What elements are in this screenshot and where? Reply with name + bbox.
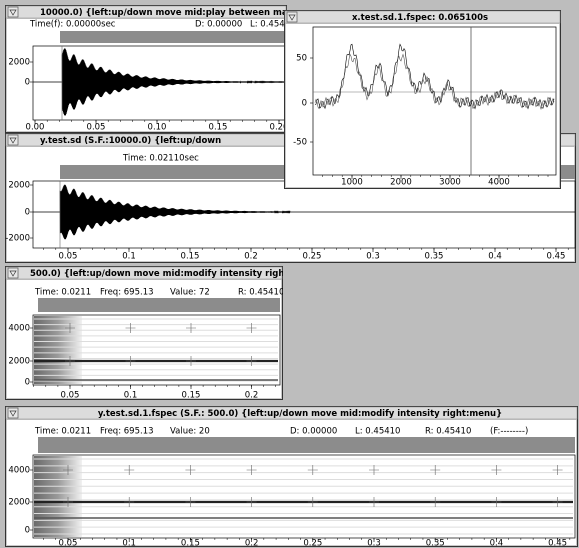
- window-title: y.test.sd (S.F.:10000.0) {left:up/down: [40, 136, 221, 146]
- window: x.test.sd.1.fspec: 0.065100s3494.8Hz7.0d…: [285, 11, 561, 189]
- scroll-bar[interactable]: [60, 31, 287, 43]
- page: 10000.0) {left:up/down move mid:play bet…: [0, 0, 579, 548]
- x-tick-label: 0.1: [122, 252, 136, 262]
- y-tick-label: 4000: [8, 466, 30, 476]
- info-field: R: 0.45410: [425, 427, 471, 437]
- x-tick-label: 0.05: [61, 391, 80, 401]
- x-tick-label: 0.3: [367, 539, 381, 548]
- window-title: x.test.sd.1.fspec: 0.065100s: [352, 13, 488, 23]
- x-tick-label: 0.2: [245, 539, 259, 548]
- scroll-bar[interactable]: [38, 437, 575, 453]
- y-tick-label: 0: [25, 378, 30, 388]
- x-tick-label: 0.2: [244, 252, 258, 262]
- info-field: D: 0.00000: [195, 20, 242, 30]
- x-tick-label: 0.25: [303, 539, 322, 548]
- x-tick-label: 0.4: [490, 539, 504, 548]
- x-tick-label: 0.35: [426, 539, 445, 548]
- x-tick-label: 1000: [341, 178, 363, 188]
- x-tick-label: 0.15: [182, 391, 201, 401]
- spectrogram-onset: [34, 316, 82, 384]
- x-tick-label: 0.15: [181, 252, 200, 262]
- x-tick-label: 0.15: [181, 539, 200, 548]
- x-tick-label: 0.1: [124, 391, 138, 401]
- info-field: Freq: 695.13: [100, 427, 154, 437]
- y-tick-label: -50: [293, 138, 307, 148]
- window: 500.0) {left:up/down move mid:modify int…: [6, 267, 307, 401]
- y-tick-label: 0: [302, 99, 307, 109]
- info-field: Time(f): 0.00000sec: [29, 20, 116, 30]
- x-tick-label: 0.05: [59, 252, 78, 262]
- info-field: Time: 0.02110sec: [122, 154, 199, 164]
- x-tick-label: 0.45: [547, 252, 566, 262]
- x-tick-label: 3000: [439, 178, 461, 188]
- y-tick-label: -2000: [5, 234, 30, 244]
- x-tick-label: 0.05: [87, 123, 106, 133]
- info-field: Time: 0.0211: [34, 427, 91, 437]
- y-tick-label: 2000: [8, 498, 30, 508]
- screen: 10000.0) {left:up/down move mid:play bet…: [0, 0, 579, 548]
- info-field: Value: 20: [170, 427, 210, 437]
- info-field: R: 0.45410: [238, 288, 284, 298]
- info-field: Time: 0.0211: [34, 288, 91, 298]
- y-tick-label: 2000: [8, 181, 30, 191]
- x-tick-label: 0.45: [548, 539, 567, 548]
- x-tick-label: 0.15: [209, 123, 228, 133]
- y-tick-label: 0: [25, 78, 30, 88]
- x-tick-label: 0.05: [59, 539, 78, 548]
- x-tick-label: 0.3: [366, 252, 380, 262]
- info-field: (F:--------): [490, 427, 528, 437]
- y-tick-label: 2000: [8, 58, 30, 68]
- x-tick-label: 0.00: [26, 123, 45, 133]
- plot-area: [33, 455, 575, 538]
- x-tick-label: 4000: [488, 178, 510, 188]
- spectrogram-onset: [34, 456, 82, 537]
- x-tick-label: 0.35: [425, 252, 444, 262]
- y-tick-label: 50: [296, 54, 307, 64]
- window: y.test.sd.1.fspec (S.F.: 500.0) {left:up…: [6, 407, 578, 548]
- x-tick-label: 2000: [390, 178, 412, 188]
- info-field: D: 0.00000: [290, 427, 337, 437]
- y-tick-label: 0: [25, 208, 30, 218]
- y-tick-label: 2000: [8, 357, 30, 367]
- info-field: Value: 72: [170, 288, 210, 298]
- window-title: 500.0) {left:up/down move mid:modify int…: [30, 269, 307, 279]
- window-title: y.test.sd.1.fspec (S.F.: 500.0) {left:up…: [98, 409, 502, 419]
- x-tick-label: 0.4: [488, 252, 502, 262]
- scroll-bar[interactable]: [38, 298, 280, 312]
- info-field: Freq: 695.13: [100, 288, 154, 298]
- x-tick-label: 0.25: [303, 252, 322, 262]
- x-tick-label: 0.2: [245, 391, 259, 401]
- y-tick-label: 0: [25, 526, 30, 536]
- y-tick-label: 4000: [8, 324, 30, 334]
- info-field: L: 0.45410: [355, 427, 400, 437]
- x-tick-label: 0.1: [122, 539, 136, 548]
- x-tick-label: 0.10: [148, 123, 167, 133]
